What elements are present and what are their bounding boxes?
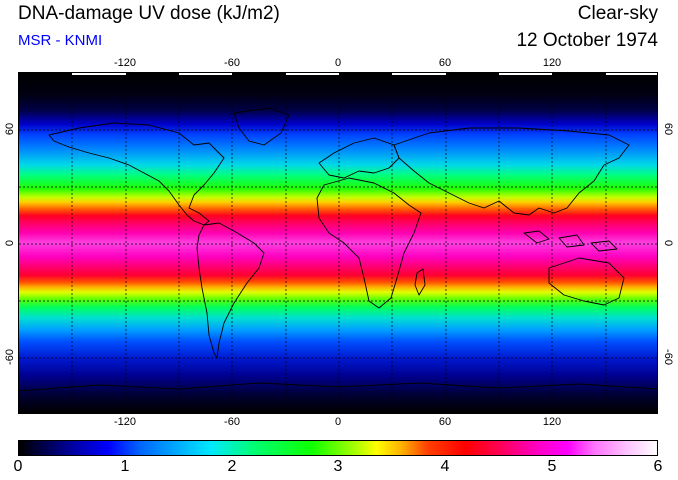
- coastlines: [19, 107, 657, 392]
- uv-dose-map: [18, 72, 658, 414]
- border-ticks: [72, 73, 657, 75]
- colorbar-label: 4: [440, 458, 450, 475]
- lat-tick-left: 0: [4, 239, 16, 247]
- lon-tick-top: -60: [224, 57, 240, 69]
- sky-condition: Clear-sky: [577, 3, 658, 24]
- map-title: DNA-damage UV dose (kJ/m2): [18, 3, 280, 24]
- lat-tick-left: -60: [4, 349, 16, 365]
- graticule: [19, 73, 657, 413]
- colorbar: [18, 440, 658, 456]
- lon-tick-bottom: 120: [542, 416, 562, 428]
- colorbar-label: 0: [13, 458, 23, 475]
- map-date: 12 October 1974: [516, 30, 658, 51]
- colorbar-label: 6: [653, 458, 663, 475]
- map-overlay: [19, 73, 657, 413]
- lat-tick-right: -60: [662, 349, 674, 365]
- lon-tick-bottom: 60: [438, 416, 452, 428]
- colorbar-label: 2: [227, 458, 237, 475]
- colorbar-label: 5: [547, 458, 557, 475]
- map-source: MSR - KNMI: [18, 32, 103, 49]
- lon-tick-top: -120: [113, 57, 137, 69]
- lon-tick-bottom: -120: [113, 416, 137, 428]
- lon-tick-top: 0: [334, 57, 342, 69]
- lon-tick-top: 120: [542, 57, 562, 69]
- lat-tick-right: 0: [662, 239, 674, 247]
- colorbar-label: 1: [120, 458, 130, 475]
- lon-tick-top: 60: [438, 57, 452, 69]
- lon-tick-bottom: 0: [334, 416, 342, 428]
- colorbar-label: 3: [333, 458, 343, 475]
- lon-tick-bottom: -60: [224, 416, 240, 428]
- lat-tick-left: 60: [4, 122, 16, 136]
- lat-tick-right: 60: [662, 122, 674, 136]
